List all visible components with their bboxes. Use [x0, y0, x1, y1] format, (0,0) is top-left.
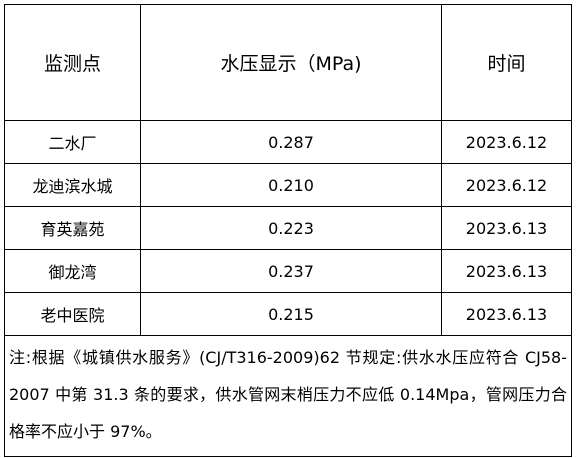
header-cell: 水压显示（MPa) [140, 4, 442, 121]
data-cell: 二水厂 [4, 120, 141, 164]
data-row: 老中医院 0.215 2023.6.13 [4, 292, 572, 336]
data-cell: 0.215 [140, 292, 442, 336]
data-row: 御龙湾 0.237 2023.6.13 [4, 249, 572, 293]
pressure-table: 监测点 水压显示（MPa) 时间 二水厂 0.287 2023.6.12 龙迪滨水城 0… [4, 4, 572, 457]
note-row: 注:根据《城镇供水服务》(CJ/T316-2009)62 节规定:供水水压应符合… [4, 335, 572, 457]
data-cell: 2023.6.12 [441, 163, 572, 207]
data-cell: 0.237 [140, 249, 442, 293]
data-row: 育英嘉苑 0.223 2023.6.13 [4, 206, 572, 250]
note: 注:根据《城镇供水服务》(CJ/T316-2009)62 节规定:供水水压应符合… [4, 335, 572, 457]
header-row: 监测点 水压显示（MPa) 时间 [4, 4, 572, 121]
data-cell: 老中医院 [4, 292, 141, 336]
data-cell: 御龙湾 [4, 249, 141, 293]
data-row: 二水厂 0.287 2023.6.12 [4, 120, 572, 164]
data-cell: 0.210 [140, 163, 442, 207]
data-cell: 0.287 [140, 120, 442, 164]
data-cell: 0.223 [140, 206, 442, 250]
header-cell: 时间 [441, 4, 572, 121]
data-cell: 2023.6.13 [441, 206, 572, 250]
data-cell: 2023.6.13 [441, 292, 572, 336]
data-row: 龙迪滨水城 0.210 2023.6.12 [4, 163, 572, 207]
header-cell: 监测点 [4, 4, 141, 121]
data-cell: 2023.6.12 [441, 120, 572, 164]
data-cell: 2023.6.13 [441, 249, 572, 293]
data-cell: 育英嘉苑 [4, 206, 141, 250]
data-cell: 龙迪滨水城 [4, 163, 141, 207]
table-body: 监测点 水压显示（MPa) 时间 二水厂 0.287 2023.6.12 龙迪滨水城 0… [4, 4, 572, 457]
